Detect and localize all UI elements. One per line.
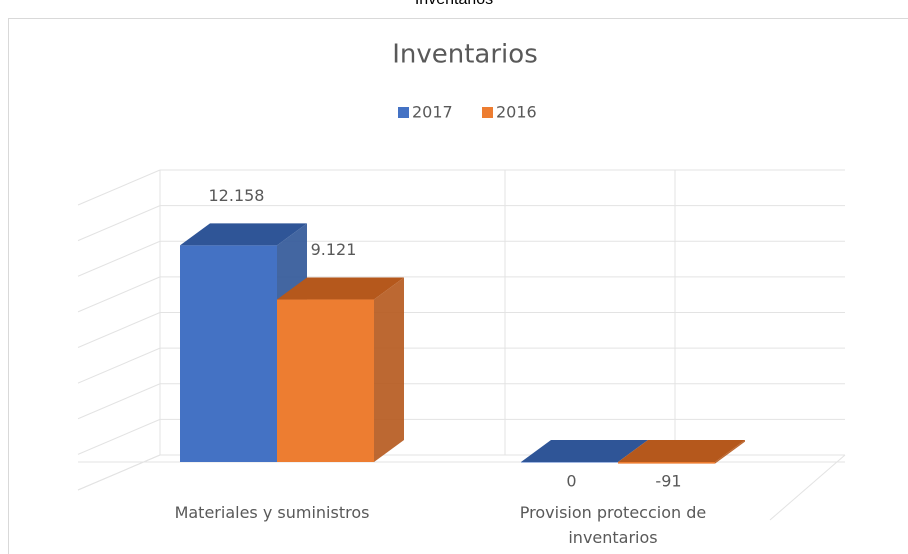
bar-top xyxy=(618,440,745,462)
bar-front xyxy=(277,299,374,462)
legend-swatch xyxy=(482,107,493,118)
legend-swatch xyxy=(398,107,409,118)
data-label: 0 xyxy=(566,472,576,491)
grid-line xyxy=(77,240,161,277)
grid-line xyxy=(77,383,161,420)
bar-front xyxy=(180,245,277,462)
grid-line xyxy=(77,312,161,348)
x-tick-label: Materiales y suministros xyxy=(174,503,370,522)
bar-side xyxy=(715,440,745,464)
grid-line xyxy=(77,347,161,384)
data-label: 12.158 xyxy=(209,186,265,205)
chart-border xyxy=(8,18,908,554)
grid-line xyxy=(77,454,161,491)
bar-front xyxy=(521,462,618,463)
bar xyxy=(618,440,745,464)
grid-line xyxy=(77,276,161,313)
grid-line xyxy=(77,205,161,242)
window-title: Inventarios xyxy=(0,0,908,9)
bar-top xyxy=(180,223,307,246)
bar-top xyxy=(521,440,648,462)
x-tick-label: Provision proteccion de inventarios xyxy=(519,503,707,547)
legend-label: 2017 xyxy=(412,103,453,122)
grid-line xyxy=(77,418,161,455)
bar-front xyxy=(618,462,715,464)
chart-title: Inventarios xyxy=(392,40,538,70)
data-label: 9.121 xyxy=(311,240,357,259)
grid-line xyxy=(77,169,161,206)
bar xyxy=(521,440,648,463)
legend-label: 2016 xyxy=(496,103,537,122)
bar-top xyxy=(277,277,404,300)
data-label: -91 xyxy=(655,472,681,491)
bar xyxy=(277,277,404,462)
bar-side xyxy=(374,277,404,462)
